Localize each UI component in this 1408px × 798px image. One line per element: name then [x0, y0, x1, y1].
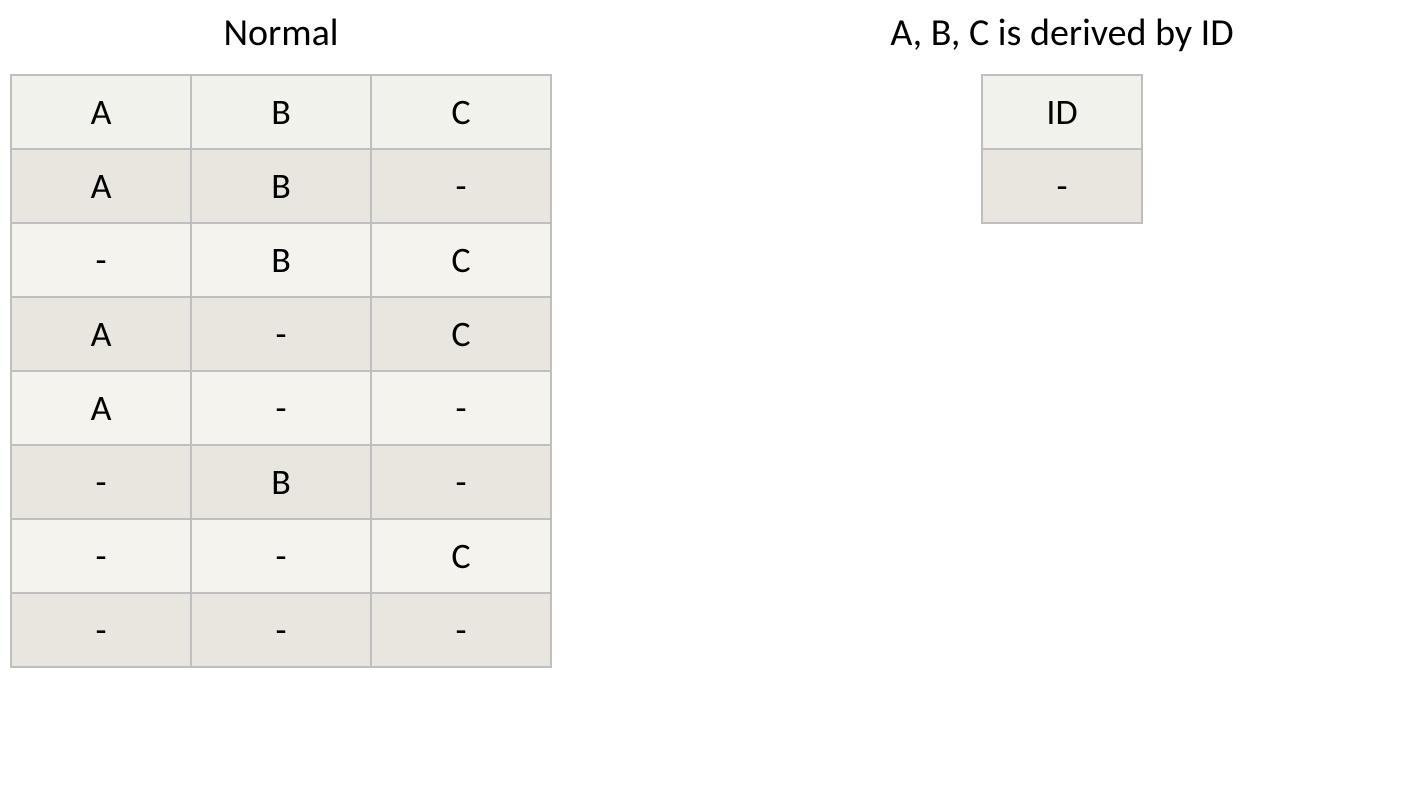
table-row: A - -: [11, 371, 551, 445]
left-header-row: A B C: [11, 75, 551, 149]
table-cell: -: [11, 223, 191, 297]
table-cell: -: [191, 593, 371, 667]
left-section: Normal A B C A B - - B C: [10, 10, 552, 668]
right-header-row: ID: [982, 75, 1142, 149]
table-row: A B -: [11, 149, 551, 223]
left-title: Normal: [223, 10, 338, 56]
table-row: -: [982, 149, 1142, 223]
table-row: - B -: [11, 445, 551, 519]
table-cell: -: [11, 593, 191, 667]
table-row: A - C: [11, 297, 551, 371]
table-row: - - C: [11, 519, 551, 593]
table-cell: -: [371, 445, 551, 519]
table-cell: -: [371, 371, 551, 445]
left-col-header: B: [191, 75, 371, 149]
right-title: A, B, C is derived by ID: [802, 10, 1322, 56]
table-cell: -: [191, 371, 371, 445]
table-cell: -: [191, 519, 371, 593]
right-section: A, B, C is derived by ID ID -: [802, 10, 1322, 668]
table-cell: B: [191, 445, 371, 519]
table-cell: -: [11, 445, 191, 519]
table-cell: -: [982, 149, 1142, 223]
table-cell: B: [191, 149, 371, 223]
left-col-header: A: [11, 75, 191, 149]
table-cell: A: [11, 297, 191, 371]
left-table: A B C A B - - B C A -: [10, 74, 552, 668]
left-col-header: C: [371, 75, 551, 149]
table-cell: B: [191, 223, 371, 297]
right-table: ID -: [981, 74, 1143, 224]
table-cell: C: [371, 223, 551, 297]
table-cell: A: [11, 371, 191, 445]
table-row: - B C: [11, 223, 551, 297]
table-cell: -: [371, 593, 551, 667]
table-cell: C: [371, 297, 551, 371]
table-row: - - -: [11, 593, 551, 667]
right-col-header: ID: [982, 75, 1142, 149]
table-cell: -: [191, 297, 371, 371]
table-cell: C: [371, 519, 551, 593]
table-cell: -: [371, 149, 551, 223]
table-cell: -: [11, 519, 191, 593]
table-cell: A: [11, 149, 191, 223]
